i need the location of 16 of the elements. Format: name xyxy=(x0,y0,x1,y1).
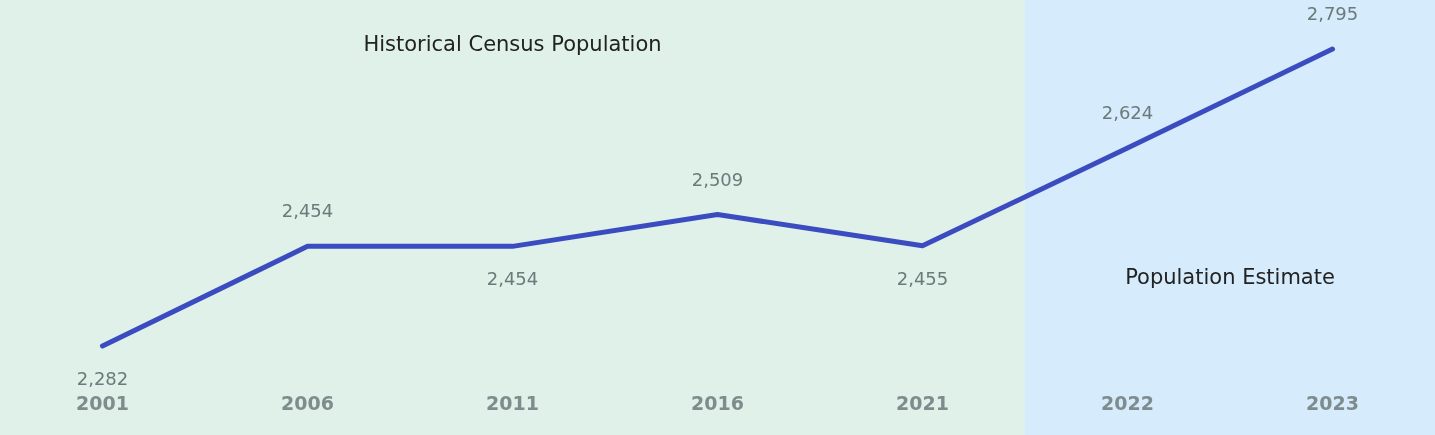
band-label: Population Estimate xyxy=(1125,265,1335,289)
data-label: 2,454 xyxy=(486,268,539,290)
x-tick-label: 2021 xyxy=(896,392,949,414)
x-tick-label: 2016 xyxy=(691,392,744,414)
x-tick-label: 2023 xyxy=(1306,392,1359,414)
data-label: 2,624 xyxy=(1101,101,1154,123)
x-tick-label: 2001 xyxy=(76,392,129,414)
data-label: 2,509 xyxy=(691,168,744,190)
x-tick-label: 2011 xyxy=(486,392,539,414)
x-tick-label: 2022 xyxy=(1101,392,1154,414)
data-label: 2,455 xyxy=(896,267,949,289)
band-label: Historical Census Population xyxy=(363,32,662,56)
x-tick-label: 2006 xyxy=(281,392,334,414)
data-label: 2,454 xyxy=(281,200,334,222)
data-label: 2,795 xyxy=(1306,2,1359,24)
data-label: 2,282 xyxy=(76,367,129,389)
